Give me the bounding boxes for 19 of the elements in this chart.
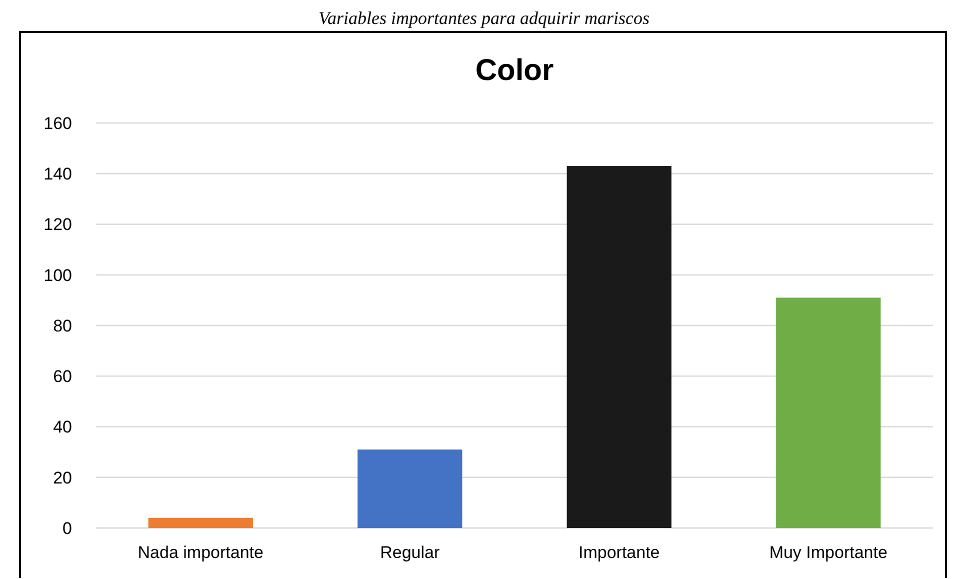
y-tick-label: 140	[44, 164, 72, 184]
y-tick-label: 120	[44, 215, 72, 234]
x-tick-label: Regular	[380, 543, 440, 562]
bar	[148, 518, 253, 528]
y-tick-label: 60	[53, 367, 72, 386]
bar	[358, 450, 462, 528]
x-tick-label: Importante	[578, 543, 660, 562]
y-tick-label: 160	[44, 114, 72, 133]
chart-subtitle: Variables importantes para adquirir mariscos	[318, 8, 650, 28]
y-tick-label: 0	[62, 518, 72, 538]
bar	[566, 166, 672, 528]
y-tick-label: 20	[53, 468, 72, 488]
chart-title: Color	[475, 54, 554, 87]
y-tick-label: 100	[44, 266, 72, 285]
x-tick-label: Muy Importante	[769, 543, 888, 562]
y-tick-label: 40	[53, 418, 72, 437]
bar	[776, 298, 881, 528]
x-tick-label: Nada importante	[138, 543, 264, 562]
y-tick-label: 80	[53, 316, 72, 336]
